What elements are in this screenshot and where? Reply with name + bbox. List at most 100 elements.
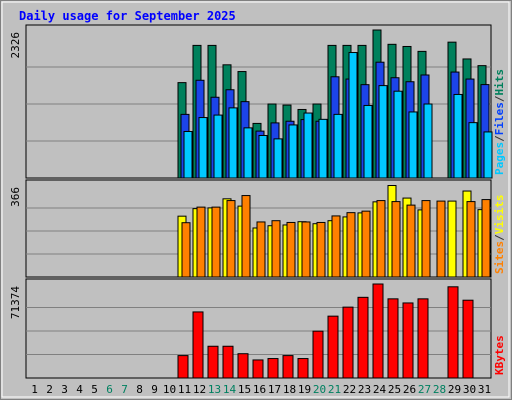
day-label-21: 21 — [328, 383, 341, 396]
panel-visits-legend: Sites/Visits — [493, 195, 506, 275]
bar-kbytes-day-21 — [327, 315, 339, 379]
day-label-4: 4 — [76, 383, 83, 396]
day-label-2: 2 — [46, 383, 53, 396]
bar-pages-day-21 — [333, 113, 343, 179]
legend-entry-1: / — [493, 135, 506, 142]
legend-entry-3: / — [493, 95, 506, 102]
day-label-24: 24 — [373, 383, 387, 396]
day-label-3: 3 — [61, 383, 68, 396]
bar-sites-day-24 — [376, 200, 386, 278]
day-label-14: 14 — [223, 383, 237, 396]
bar-kbytes-day-20 — [312, 330, 324, 379]
bar-sites-day-19 — [301, 221, 311, 278]
bar-pages-day-31 — [483, 131, 493, 179]
bar-pages-day-12 — [198, 117, 208, 179]
bar-sites-day-14 — [226, 200, 236, 278]
bar-pages-day-17 — [273, 138, 283, 179]
bar-visits-day-29 — [447, 200, 457, 278]
day-label-29: 29 — [448, 383, 461, 396]
day-label-28: 28 — [433, 383, 446, 396]
bar-pages-day-30 — [468, 122, 478, 179]
bar-pages-day-11 — [183, 130, 193, 179]
bar-sites-day-17 — [271, 220, 281, 278]
day-label-26: 26 — [403, 383, 416, 396]
bar-pages-day-15 — [243, 127, 253, 179]
bar-pages-day-22 — [348, 52, 358, 179]
bar-sites-day-13 — [211, 206, 221, 278]
bar-sites-day-21 — [331, 215, 341, 278]
bar-sites-day-23 — [361, 210, 371, 278]
bar-sites-day-31 — [481, 199, 491, 278]
legend-entry-1: / — [493, 234, 506, 241]
day-label-22: 22 — [343, 383, 356, 396]
bar-pages-day-18 — [288, 124, 298, 179]
legend-entry-0: Pages — [493, 142, 506, 175]
day-label-1: 1 — [31, 383, 38, 396]
bar-kbytes-day-13 — [207, 345, 219, 379]
day-label-6: 6 — [106, 383, 113, 396]
panel-visits: 366 Sites/Visits — [9, 179, 506, 278]
bar-kbytes-day-12 — [192, 311, 204, 379]
panel-visits-max-label: 366 — [9, 187, 22, 207]
day-label-11: 11 — [178, 383, 191, 396]
bar-kbytes-day-27 — [417, 298, 429, 379]
bar-sites-day-12 — [196, 206, 206, 278]
bar-kbytes-day-24 — [372, 283, 384, 379]
legend-entry-0: KBytes — [493, 335, 506, 375]
bar-pages-day-20 — [318, 118, 328, 179]
day-label-25: 25 — [388, 383, 401, 396]
chart-title: Daily usage for September 2025 — [19, 9, 236, 23]
panel-kbytes: 71374 KBytes — [9, 278, 506, 379]
day-label-30: 30 — [463, 383, 476, 396]
legend-entry-2: Files — [493, 102, 506, 135]
bar-kbytes-day-19 — [297, 358, 309, 379]
bar-sites-day-30 — [466, 201, 476, 278]
bar-kbytes-day-22 — [342, 306, 354, 379]
bar-sites-day-11 — [181, 222, 191, 278]
legend-entry-4: Hits — [493, 69, 506, 96]
day-label-12: 12 — [193, 383, 206, 396]
bar-sites-day-15 — [241, 195, 251, 278]
panel-hits-legend: Pages/Files/Hits — [493, 69, 506, 175]
bar-sites-day-18 — [286, 221, 296, 278]
day-label-13: 13 — [208, 383, 221, 396]
bar-pages-day-19 — [303, 112, 313, 179]
bar-kbytes-day-14 — [222, 345, 234, 379]
bar-sites-day-25 — [391, 201, 401, 278]
bar-kbytes-day-29 — [447, 286, 459, 379]
day-label-8: 8 — [136, 383, 143, 396]
day-label-27: 27 — [418, 383, 431, 396]
panel-hits-max-label: 2326 — [9, 32, 22, 59]
legend-entry-0: Sites — [493, 241, 506, 274]
bar-kbytes-day-18 — [282, 355, 294, 379]
bar-kbytes-day-11 — [177, 355, 189, 379]
bar-pages-day-13 — [213, 114, 223, 179]
bar-pages-day-29 — [453, 93, 463, 179]
bar-sites-day-16 — [256, 221, 266, 278]
day-label-23: 23 — [358, 383, 371, 396]
day-label-17: 17 — [268, 383, 281, 396]
bar-pages-day-26 — [408, 111, 418, 179]
day-label-5: 5 — [91, 383, 98, 396]
bar-sites-day-22 — [346, 212, 356, 278]
bar-kbytes-day-17 — [267, 358, 279, 379]
day-label-7: 7 — [121, 383, 128, 396]
bar-kbytes-day-30 — [462, 299, 474, 379]
day-label-16: 16 — [253, 383, 266, 396]
bar-sites-day-20 — [316, 221, 326, 278]
day-label-19: 19 — [298, 383, 311, 396]
bar-sites-day-28 — [436, 200, 446, 278]
day-label-31: 31 — [478, 383, 491, 396]
bar-sites-day-27 — [421, 200, 431, 278]
legend-entry-2: Visits — [493, 195, 506, 235]
bar-pages-day-27 — [423, 103, 433, 179]
bar-kbytes-day-15 — [237, 353, 249, 379]
day-label-15: 15 — [238, 383, 251, 396]
bar-pages-day-24 — [378, 85, 388, 179]
bar-kbytes-day-16 — [252, 359, 264, 379]
panel-kbytes-legend: KBytes — [493, 335, 506, 375]
day-label-10: 10 — [163, 383, 176, 396]
